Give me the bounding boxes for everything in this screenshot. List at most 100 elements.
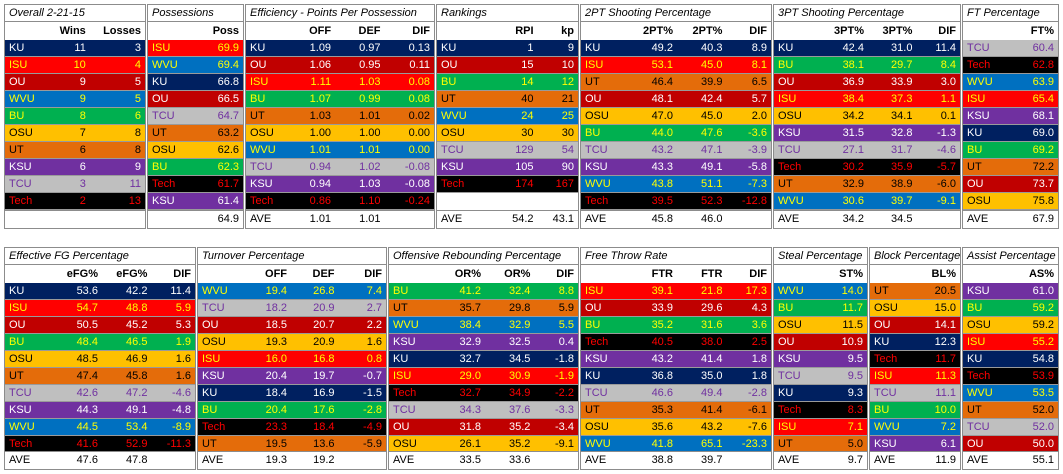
value-cell[interactable]: 41.8: [622, 436, 677, 452]
value-cell[interactable]: 29.7: [867, 57, 917, 73]
value-cell[interactable]: 34.5: [484, 351, 535, 367]
average-value[interactable]: [534, 452, 578, 469]
team-cell-ut[interactable]: UT: [581, 402, 623, 418]
value-cell[interactable]: -2.8: [726, 385, 771, 401]
value-cell[interactable]: 5.9: [534, 300, 578, 316]
average-value[interactable]: 39.7: [701, 454, 723, 466]
team-cell-ut[interactable]: UT: [774, 436, 816, 452]
value-cell[interactable]: -4.6: [151, 385, 195, 401]
value-cell[interactable]: 47.4: [46, 368, 102, 384]
column-header[interactable]: Poss: [212, 25, 239, 37]
value-cell[interactable]: 38.9: [867, 176, 917, 192]
value-cell[interactable]: 59.2: [1001, 317, 1058, 333]
value-cell[interactable]: 45.8: [101, 368, 152, 384]
team-cell-osu[interactable]: OSU: [198, 334, 239, 350]
value-cell[interactable]: 0.00: [384, 142, 434, 158]
value-cell[interactable]: 8: [89, 125, 145, 141]
column-header[interactable]: eFG%: [66, 268, 98, 280]
team-cell-tcu[interactable]: TCU: [437, 142, 479, 158]
team-cell-ksu[interactable]: KSU: [581, 159, 623, 175]
value-cell[interactable]: 5.3: [151, 317, 195, 333]
team-cell-ku[interactable]: KU: [198, 385, 239, 401]
average-value[interactable]: 54.2: [512, 213, 534, 225]
value-cell[interactable]: 21.8: [676, 283, 727, 299]
average-value[interactable]: 33.6: [509, 454, 531, 466]
team-cell-tech[interactable]: Tech: [963, 57, 1002, 73]
team-cell-ou[interactable]: OU: [5, 317, 47, 333]
column-header[interactable]: DIF: [749, 268, 767, 280]
team-cell-ksu[interactable]: KSU: [581, 351, 623, 367]
column-header[interactable]: [437, 22, 478, 40]
column-header[interactable]: DIF: [364, 268, 383, 280]
value-cell[interactable]: 39.5: [622, 193, 677, 209]
team-cell-isu[interactable]: ISU: [870, 368, 909, 384]
value-cell[interactable]: 6: [89, 108, 145, 124]
value-cell[interactable]: 0.94: [285, 159, 336, 175]
value-cell[interactable]: 32.9: [484, 317, 535, 333]
team-cell-tech[interactable]: Tech: [774, 159, 816, 175]
average-value[interactable]: 19.2: [313, 454, 335, 466]
value-cell[interactable]: 69.2: [1001, 142, 1058, 158]
value-cell[interactable]: 43.8: [622, 176, 677, 192]
average-value[interactable]: 33.5: [459, 454, 481, 466]
value-cell[interactable]: 30: [537, 125, 578, 141]
value-cell[interactable]: 34.1: [867, 108, 917, 124]
value-cell[interactable]: 1.01: [285, 142, 336, 158]
team-cell-bu[interactable]: BU: [437, 74, 479, 90]
average-value[interactable]: 9.7: [847, 454, 863, 466]
value-cell[interactable]: 38.1: [815, 57, 868, 73]
value-cell[interactable]: 20.5: [908, 283, 960, 299]
value-cell[interactable]: 0.4: [534, 334, 578, 350]
value-cell[interactable]: -5.7: [916, 159, 960, 175]
value-cell[interactable]: 39.7: [867, 193, 917, 209]
value-cell[interactable]: 35.0: [676, 368, 727, 384]
column-header[interactable]: OR%: [504, 268, 531, 280]
average-value[interactable]: [385, 211, 434, 228]
value-cell[interactable]: 3.6: [726, 317, 771, 333]
column-header[interactable]: DIF: [412, 25, 430, 37]
value-cell[interactable]: 62.6: [184, 142, 243, 158]
value-cell[interactable]: -4.8: [151, 402, 195, 418]
column-header[interactable]: Losses: [103, 25, 141, 37]
team-cell-bu[interactable]: BU: [963, 142, 1002, 158]
value-cell[interactable]: 6: [34, 142, 90, 158]
value-cell[interactable]: 46.5: [101, 334, 152, 350]
average-value[interactable]: 34.5: [891, 213, 913, 225]
value-cell[interactable]: 27.1: [815, 142, 868, 158]
average-label[interactable]: AVE: [585, 454, 607, 466]
team-cell-tcu[interactable]: TCU: [581, 385, 623, 401]
value-cell[interactable]: 11.3: [908, 368, 960, 384]
value-cell[interactable]: 1: [478, 40, 538, 56]
average-label[interactable]: AVE: [967, 454, 989, 466]
value-cell[interactable]: 46.6: [622, 385, 677, 401]
value-cell[interactable]: 20.4: [238, 368, 292, 384]
average-label[interactable]: AVE: [778, 213, 800, 225]
team-cell-ut[interactable]: UT: [5, 368, 47, 384]
team-cell-ou[interactable]: OU: [389, 419, 430, 435]
value-cell[interactable]: 1.02: [335, 159, 385, 175]
team-cell-ut[interactable]: UT: [581, 74, 623, 90]
team-cell-ut[interactable]: UT: [198, 436, 239, 452]
column-header[interactable]: AS%: [1028, 268, 1054, 280]
value-cell[interactable]: -1.9: [534, 368, 578, 384]
value-cell[interactable]: 17.6: [291, 402, 339, 418]
team-cell-ksu[interactable]: KSU: [5, 159, 35, 175]
value-cell[interactable]: 7.4: [338, 283, 386, 299]
average-label[interactable]: AVE: [874, 454, 896, 466]
value-cell[interactable]: 18.2: [238, 300, 292, 316]
value-cell[interactable]: 35.9: [867, 159, 917, 175]
value-cell[interactable]: -11.3: [151, 436, 195, 452]
column-header[interactable]: eFG%: [116, 268, 148, 280]
value-cell[interactable]: 60.4: [1001, 40, 1058, 56]
value-cell[interactable]: 15.0: [908, 300, 960, 316]
team-cell-ku[interactable]: KU: [581, 40, 623, 56]
average-label[interactable]: AVE: [202, 454, 224, 466]
average-value[interactable]: 46.0: [701, 213, 723, 225]
value-cell[interactable]: 8: [34, 108, 90, 124]
value-cell[interactable]: 31.0: [867, 40, 917, 56]
value-cell[interactable]: 61.7: [184, 176, 243, 192]
team-cell-ut[interactable]: UT: [148, 125, 185, 141]
team-cell-ku[interactable]: KU: [870, 334, 909, 350]
value-cell[interactable]: 0.13: [384, 40, 434, 56]
value-cell[interactable]: 73.7: [1001, 176, 1058, 192]
